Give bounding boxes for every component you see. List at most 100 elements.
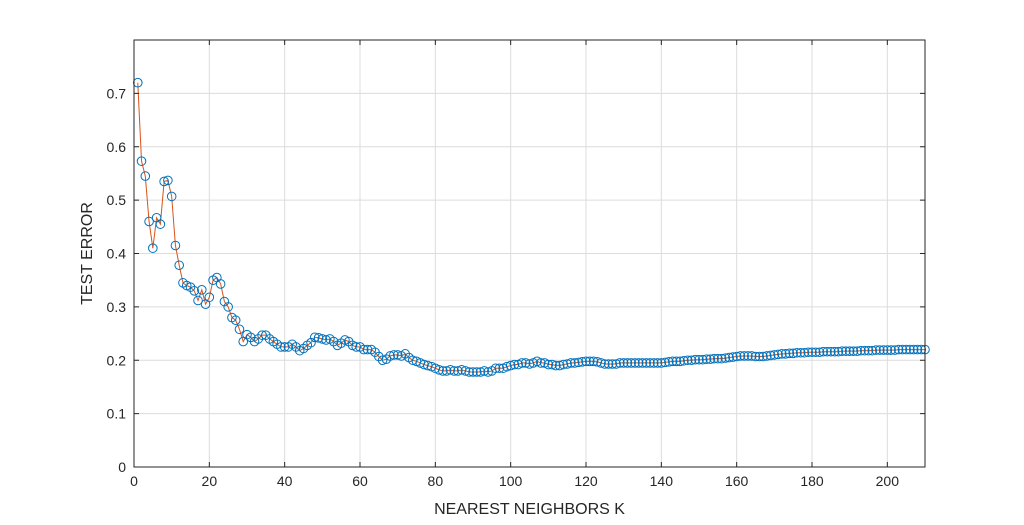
data-point xyxy=(841,346,851,356)
data-point xyxy=(581,356,591,367)
data-point xyxy=(893,344,904,355)
x-tick-label: 20 xyxy=(202,473,218,489)
data-point xyxy=(155,219,166,229)
data-point xyxy=(596,358,606,368)
x-tick-label: 160 xyxy=(725,473,749,489)
data-point xyxy=(163,175,173,186)
data-point xyxy=(140,171,151,181)
data-point xyxy=(343,336,354,347)
data-point xyxy=(856,345,866,356)
data-point xyxy=(400,349,411,359)
data-point xyxy=(554,360,565,371)
data-point xyxy=(728,352,738,362)
data-point xyxy=(901,344,911,355)
data-point xyxy=(762,351,772,361)
data-point xyxy=(890,345,900,355)
data-point xyxy=(453,366,463,376)
data-point xyxy=(792,347,802,358)
data-point xyxy=(682,355,693,366)
data-point xyxy=(607,359,618,369)
x-tick-label: 200 xyxy=(876,473,900,489)
x-tick-label: 100 xyxy=(499,473,523,489)
data-point xyxy=(916,344,927,355)
data-point xyxy=(780,349,791,359)
data-point xyxy=(671,356,682,367)
data-point xyxy=(460,366,471,376)
data-point xyxy=(558,359,569,370)
data-point xyxy=(833,346,844,357)
data-point xyxy=(438,366,448,376)
data-point xyxy=(633,358,644,368)
x-tick-label: 40 xyxy=(277,473,293,489)
data-point xyxy=(328,336,339,347)
data-point xyxy=(705,354,716,364)
data-point xyxy=(392,350,403,360)
data-point xyxy=(679,355,689,366)
data-point xyxy=(313,333,324,343)
data-point xyxy=(253,334,264,344)
data-point xyxy=(739,351,750,361)
data-point xyxy=(611,359,621,369)
data-point xyxy=(882,345,893,355)
data-point xyxy=(690,354,701,365)
data-point xyxy=(697,354,708,365)
data-point xyxy=(905,344,915,355)
data-point xyxy=(746,351,757,361)
y-tick-label: 0.7 xyxy=(107,85,127,101)
data-point xyxy=(389,350,399,360)
data-point xyxy=(844,346,855,356)
data-point xyxy=(197,285,207,295)
data-point xyxy=(724,352,734,363)
data-point xyxy=(795,347,806,358)
data-point xyxy=(675,356,685,367)
data-point xyxy=(630,358,640,368)
data-point xyxy=(551,360,561,371)
data-point xyxy=(577,357,588,367)
data-point xyxy=(637,358,648,368)
data-point xyxy=(886,345,896,355)
data-point xyxy=(475,367,486,377)
data-point xyxy=(136,156,147,166)
data-point xyxy=(875,345,885,355)
data-point xyxy=(441,366,452,376)
data-point xyxy=(569,358,580,368)
data-point xyxy=(660,357,670,368)
data-point xyxy=(908,344,919,355)
data-point xyxy=(215,279,226,289)
y-tick-label: 0.4 xyxy=(107,246,127,262)
data-point xyxy=(600,359,610,369)
data-point xyxy=(807,347,817,358)
y-tick-label: 0.3 xyxy=(107,299,127,315)
data-point xyxy=(649,358,659,368)
data-point xyxy=(615,358,625,368)
data-point xyxy=(520,358,531,368)
data-point xyxy=(377,355,388,366)
y-tick-label: 0.6 xyxy=(107,139,127,155)
data-point xyxy=(713,353,723,364)
data-point xyxy=(174,260,184,271)
data-point xyxy=(773,349,783,360)
data-point xyxy=(159,176,169,187)
data-point xyxy=(204,292,215,303)
data-point xyxy=(686,355,697,366)
data-point xyxy=(509,359,520,370)
data-point xyxy=(765,350,776,361)
data-point xyxy=(588,356,599,367)
data-point xyxy=(664,357,674,367)
x-tick-label: 60 xyxy=(352,473,368,489)
data-point xyxy=(867,345,878,356)
data-point xyxy=(456,365,467,375)
data-point xyxy=(276,342,286,352)
axes-layer: 0 20 40 60 80 100 120 140 160 180 200 0 0.1 0.2 0.3 0.4… xyxy=(107,39,926,489)
data-point xyxy=(803,347,814,358)
data-point xyxy=(445,365,456,375)
data-point xyxy=(562,359,572,369)
y-tick-label: 0 xyxy=(118,459,126,475)
data-point xyxy=(230,315,241,326)
data-point xyxy=(321,335,331,345)
data-point xyxy=(483,367,493,377)
x-axis-label: NEAREST NEIGHBORS K xyxy=(434,501,625,518)
data-point xyxy=(826,346,836,357)
data-point xyxy=(573,357,584,368)
